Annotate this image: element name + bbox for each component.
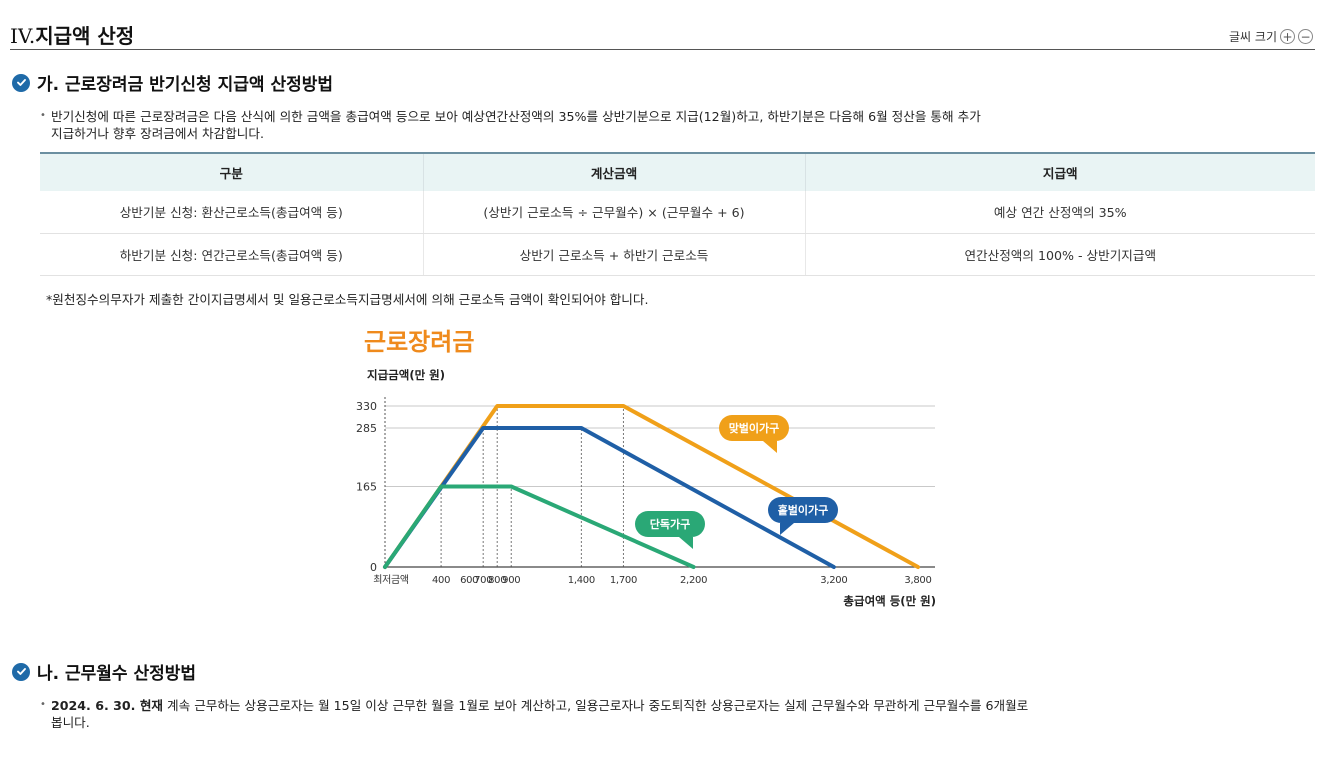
check-circle-icon bbox=[12, 73, 30, 92]
series-line bbox=[383, 425, 836, 569]
bullet-icon: • bbox=[40, 110, 46, 121]
font-increase-button[interactable]: + bbox=[1280, 29, 1295, 44]
table-cell: 하반기분 신청: 연간근로소득(총급여액 등) bbox=[40, 233, 424, 276]
incentive-chart-svg: 근로장려금 지급금액(만 원) 총급여액 등(만 원) 맞벌이가구홑벌이가구단독… bbox=[356, 328, 936, 608]
table-cell: 예상 연간 산정액의 35% bbox=[805, 191, 1315, 234]
x-tick-label: 2,200 bbox=[680, 575, 707, 586]
bullet-icon: • bbox=[40, 699, 46, 710]
verification-note: *원천징수의무자가 제출한 간이지급명세서 및 일용근로소득지급명세서에 의해 … bbox=[46, 292, 649, 307]
description-line-1-rest: 계속 근무하는 상용근로자는 월 15일 이상 근무한 월을 1월로 보아 계산… bbox=[163, 698, 1029, 713]
table-header: 계산금액 bbox=[423, 152, 806, 191]
chart-y-axis-label: 지급금액(만 원) bbox=[367, 368, 445, 382]
x-tick-label: 1,400 bbox=[568, 575, 595, 586]
x-tick-label: 800 bbox=[488, 575, 506, 586]
x-tick-label: 600 bbox=[460, 575, 478, 586]
series-label-bubble bbox=[768, 497, 838, 523]
payment-calculation-table: 구분 계산금액 지급액 상반기분 신청: 환산근로소득(총급여액 등) (상반기… bbox=[40, 152, 1315, 276]
description-line-2: 지급하거나 향후 장려금에서 차감합니다. bbox=[51, 126, 264, 141]
section-b-heading: 나. 근무월수 산정방법 bbox=[12, 659, 196, 684]
font-size-label: 글씨 크기 bbox=[1229, 30, 1277, 44]
table-header: 지급액 bbox=[805, 152, 1315, 191]
chart-series bbox=[383, 404, 920, 569]
y-tick-label: 330 bbox=[356, 400, 377, 413]
y-tick-label: 285 bbox=[356, 422, 377, 435]
y-tick-label: 165 bbox=[356, 481, 377, 494]
page-title-text: 지급액 산정 bbox=[35, 24, 135, 48]
chart-x-axis-label: 총급여액 등(만 원) bbox=[843, 594, 936, 608]
table-row: 상반기분 신청: 환산근로소득(총급여액 등) (상반기 근로소득 ÷ 근무월수… bbox=[40, 191, 1315, 234]
x-tick-label: 최저금액 bbox=[373, 574, 409, 586]
x-tick-label: 3,800 bbox=[904, 575, 931, 586]
description-line-1: 2024. 6. 30. 현재 계속 근무하는 상용근로자는 월 15일 이상 … bbox=[40, 697, 1310, 714]
font-size-control: 글씨 크기 + − bbox=[1229, 28, 1313, 45]
table-cell: (상반기 근로소득 ÷ 근무월수) × (근무월수 + 6) bbox=[423, 191, 806, 234]
table-cell: 연간산정액의 100% - 상반기지급액 bbox=[805, 233, 1315, 276]
bold-date-prefix: 2024. 6. 30. 현재 bbox=[51, 698, 164, 713]
series-label-text: 단독가구 bbox=[650, 517, 690, 531]
series-line bbox=[383, 484, 696, 569]
chart-title: 근로장려금 bbox=[364, 328, 474, 356]
section-b-description: • 2024. 6. 30. 현재 계속 근무하는 상용근로자는 월 15일 이… bbox=[40, 697, 1310, 731]
page-header: IV.지급액 산정 글씨 크기 + − bbox=[10, 16, 1315, 50]
table-cell: 상반기 근로소득 + 하반기 근로소득 bbox=[423, 233, 806, 276]
series-label-tail bbox=[780, 523, 794, 535]
page-title: IV.지급액 산정 bbox=[10, 20, 134, 49]
description-line-2: 봅니다. bbox=[51, 715, 90, 730]
table-header-row: 구분 계산금액 지급액 bbox=[40, 152, 1315, 191]
x-tick-label: 400 bbox=[432, 575, 450, 586]
y-tick-label: 0 bbox=[370, 561, 377, 574]
x-tick-label: 3,200 bbox=[820, 575, 847, 586]
section-a-heading: 가. 근로장려금 반기신청 지급액 산정방법 bbox=[12, 70, 333, 95]
section-a-description: • 반기신청에 따른 근로장려금은 다음 산식에 의한 금액을 총급여액 등으로… bbox=[40, 108, 1310, 142]
series-label-bubble bbox=[719, 415, 789, 441]
table-cell: 상반기분 신청: 환산근로소득(총급여액 등) bbox=[40, 191, 424, 234]
chart-axes bbox=[384, 396, 935, 568]
series-label-text: 맞벌이가구 bbox=[729, 421, 780, 435]
x-tick-label: 900 bbox=[502, 575, 520, 586]
section-a-title: 가. 근로장려금 반기신청 지급액 산정방법 bbox=[37, 75, 334, 95]
table-row: 하반기분 신청: 연간근로소득(총급여액 등) 상반기 근로소득 + 하반기 근… bbox=[40, 233, 1315, 276]
series-label-tail bbox=[679, 537, 693, 549]
x-tick-label: 1,700 bbox=[610, 575, 637, 586]
series-label-text: 홑벌이가구 bbox=[778, 503, 829, 517]
check-circle-icon bbox=[12, 662, 30, 681]
description-line-1: 반기신청에 따른 근로장려금은 다음 산식에 의한 금액을 총급여액 등으로 보… bbox=[51, 109, 981, 124]
x-tick-label: 700 bbox=[474, 575, 492, 586]
series-label-bubble bbox=[635, 511, 705, 537]
section-b-title: 나. 근무월수 산정방법 bbox=[37, 664, 197, 684]
font-decrease-button[interactable]: − bbox=[1298, 29, 1313, 44]
page-title-number: IV. bbox=[10, 24, 36, 48]
table-header: 구분 bbox=[40, 152, 424, 191]
series-label-tail bbox=[763, 441, 777, 453]
